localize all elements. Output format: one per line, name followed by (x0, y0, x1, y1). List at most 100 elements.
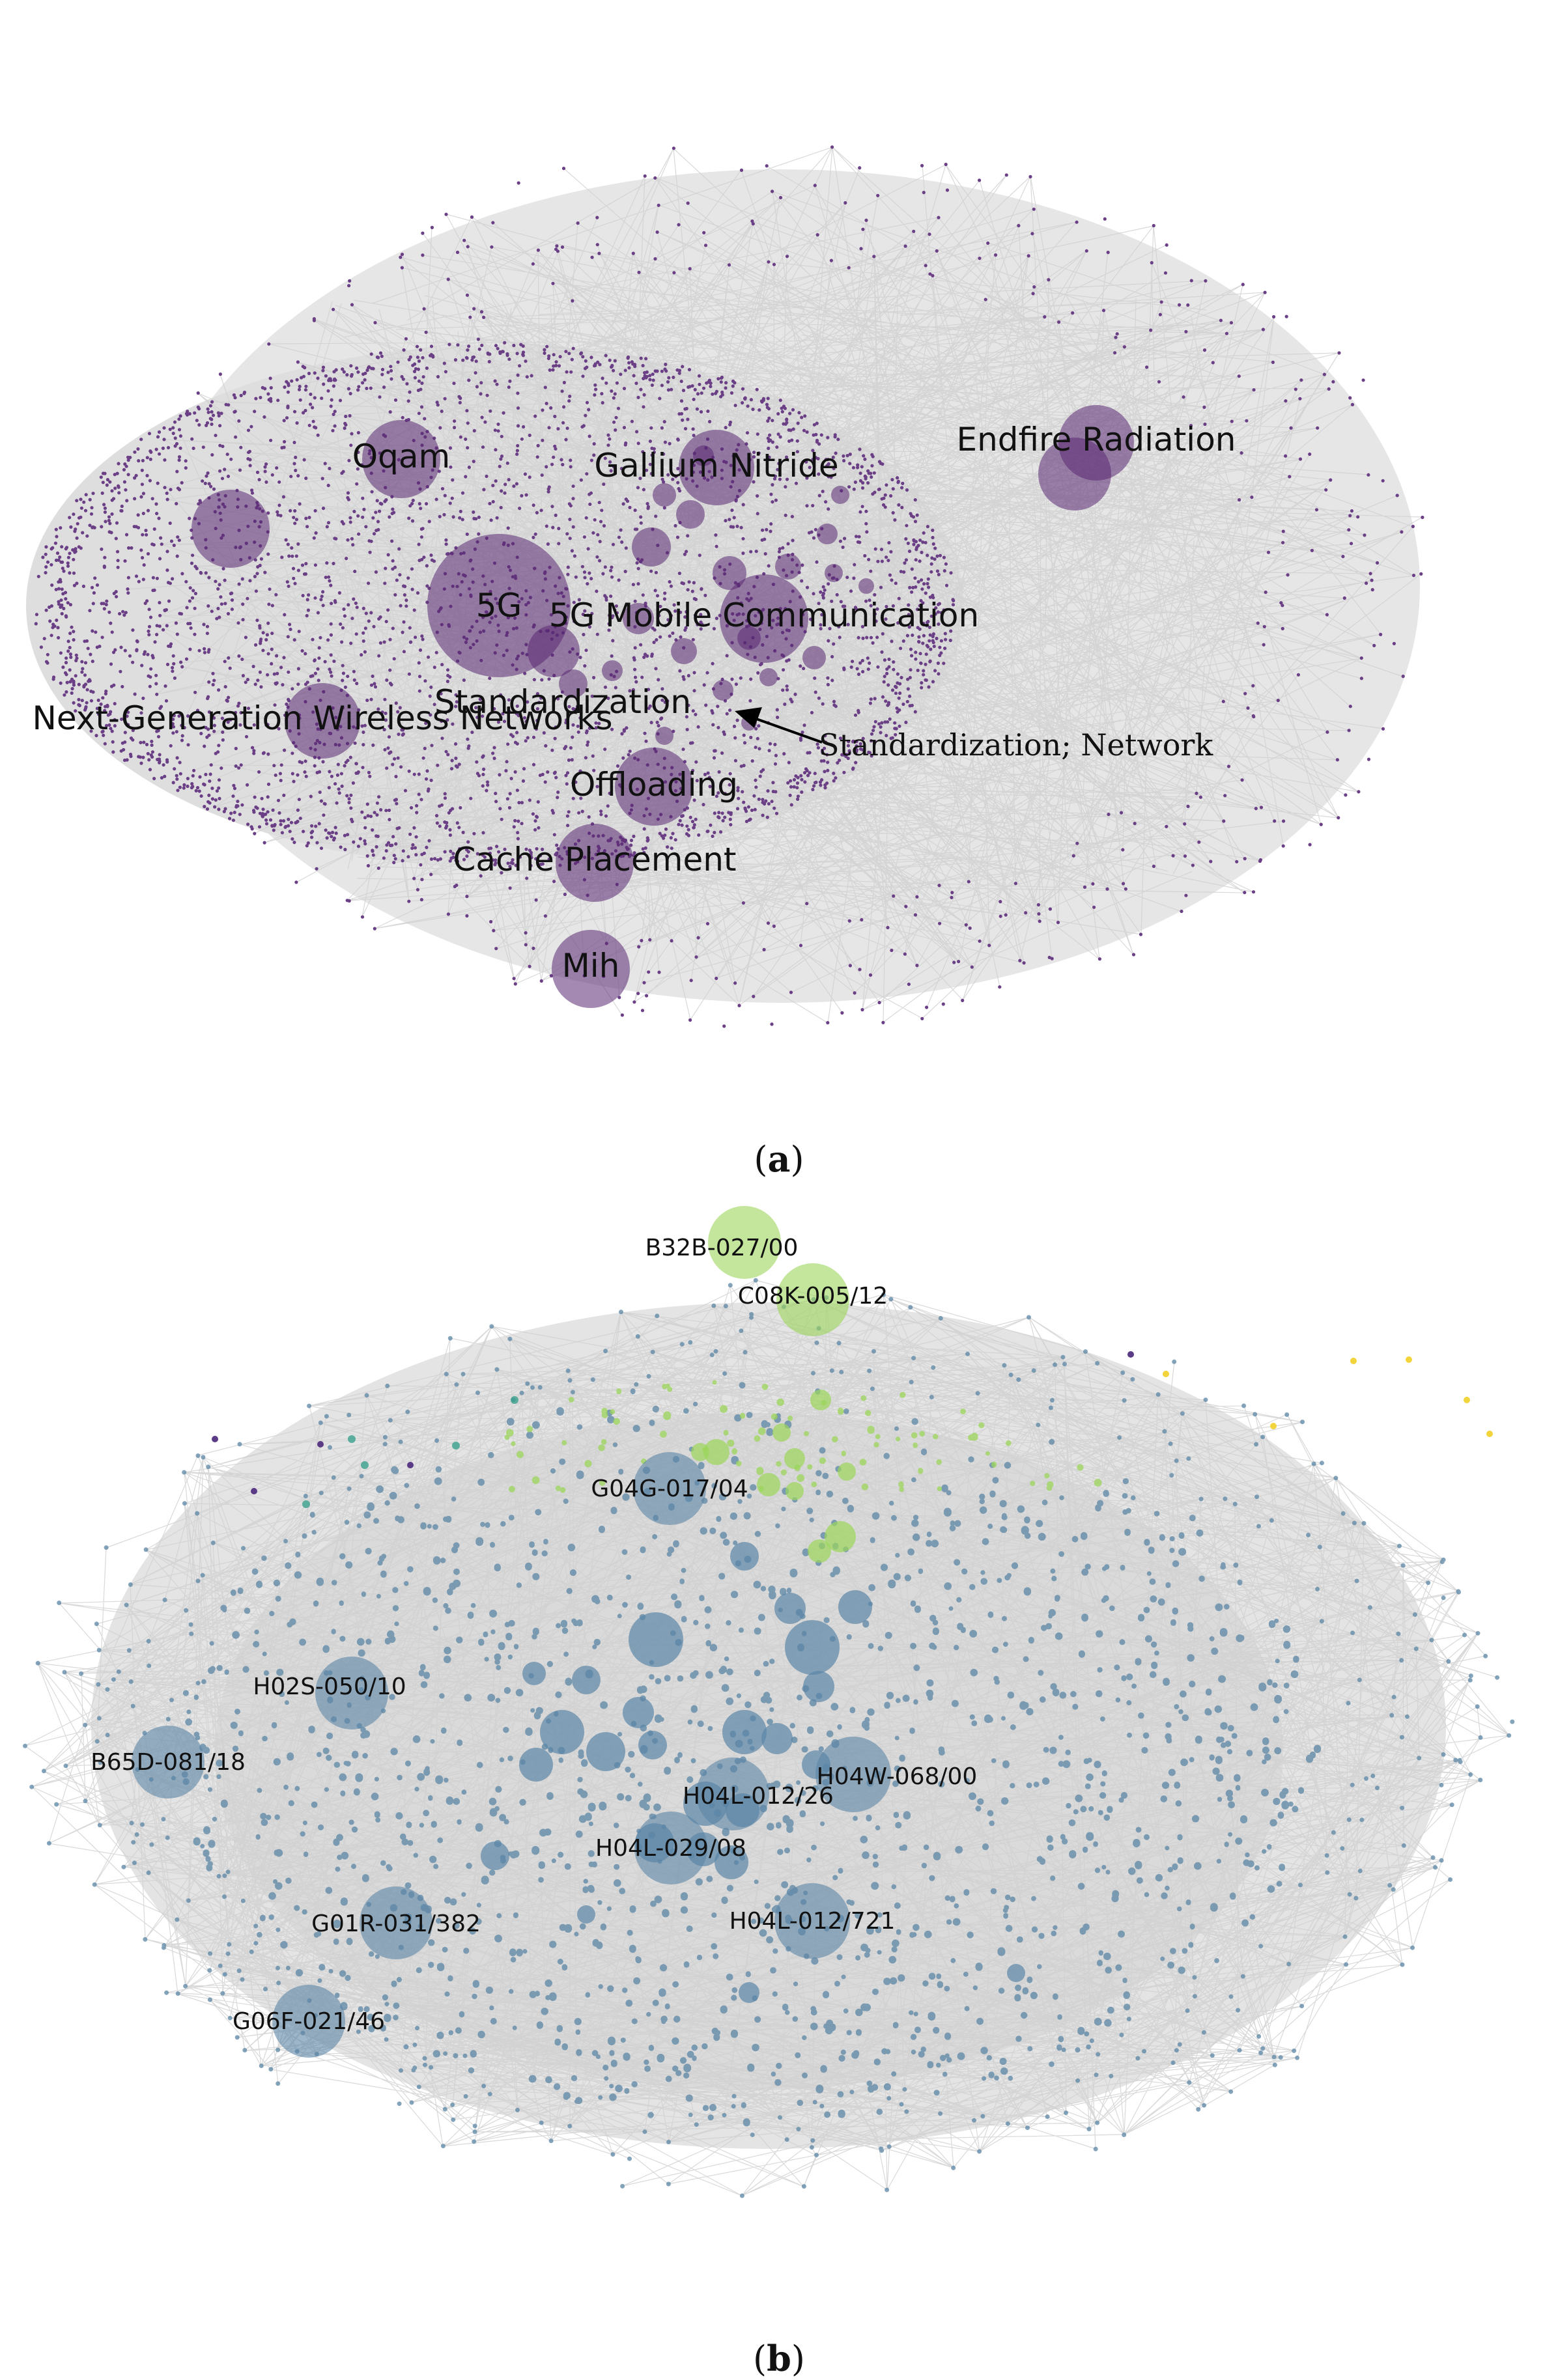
node-purple (212, 1436, 218, 1442)
hub-node-large (774, 1883, 850, 1959)
hub-node (629, 1612, 683, 1667)
hub-node (825, 564, 843, 582)
hub-nodes-layer-b (132, 1206, 1025, 2058)
hub-label-g01r-031-382: G01R-031/382 (311, 1911, 481, 1937)
annotation-arrow (735, 707, 823, 744)
hub-node (623, 603, 654, 634)
hub-label-g06f-021-46: G06F-021/46 (233, 2008, 385, 2035)
hub-node (653, 483, 676, 507)
hub-node (285, 683, 360, 759)
hub-label-cache-placement: Cache Placement (453, 841, 736, 878)
hub-label-h04l-012-721: H04L-012/721 (729, 1908, 896, 1935)
hub-label-b32b-027-00: B32B-027/00 (645, 1235, 799, 1261)
caption-b-letter: b (767, 2338, 791, 2379)
hub-node-large (633, 1452, 706, 1525)
hub-node (757, 1473, 780, 1496)
hub-node-large (132, 1726, 205, 1799)
hub-node (679, 430, 754, 505)
caption-a: (a) (754, 1138, 804, 1180)
node-purple (317, 1441, 324, 1448)
node-purple (251, 1488, 257, 1494)
node-yellow (1406, 1356, 1412, 1363)
hub-label-next-generation-wireless-networks: Next-Generation Wireless Networks (32, 699, 612, 737)
nodes-layer-b (23, 1278, 1515, 2198)
hub-node (586, 1732, 625, 1771)
hub-label-h04w-068-00: H04W-068/00 (817, 1763, 978, 1790)
node-yellow (1464, 1397, 1470, 1403)
node-yellow (1163, 1371, 1169, 1377)
hub-node (1007, 1964, 1025, 1982)
hub-node (632, 527, 671, 567)
hub-node (623, 1697, 654, 1728)
hub-node (772, 1423, 791, 1442)
hub-label-c08k-005-12: C08K-005/12 (738, 1283, 888, 1309)
hub-node (858, 578, 874, 594)
hub-label-h02s-050-10: H02S-050/10 (253, 1673, 406, 1700)
network-graph-a-canvas: Oqam Gallium Nitride Endfire Radiation 5… (26, 145, 1424, 1028)
hub-label-gallium-nitride: Gallium Nitride (594, 447, 838, 484)
annotation-standardization-network: Standardization; Network (819, 727, 1213, 763)
hub-node (703, 1439, 729, 1465)
hub-node-large (272, 1985, 345, 2058)
hub-node (519, 1748, 553, 1782)
hub-node (715, 1845, 748, 1879)
hub-node (808, 1539, 831, 1563)
hub-node (761, 1723, 793, 1754)
hub-node (720, 574, 808, 663)
hub-node (522, 1662, 546, 1685)
hub-node-large (634, 1812, 707, 1884)
hub-labels-layer-a: Oqam Gallium Nitride Endfire Radiation 5… (32, 421, 1236, 985)
hub-node (602, 660, 623, 681)
hub-node-large (708, 1206, 781, 1279)
network-graph-a: Oqam Gallium Nitride Endfire Radiation 5… (0, 0, 1558, 1068)
hub-label-g04g-017-04: G04G-017/04 (591, 1476, 748, 1502)
hub-node (838, 1590, 872, 1624)
hub-node (825, 1521, 856, 1552)
hub-node (572, 1666, 601, 1694)
node-teal (302, 1500, 310, 1508)
hub-node (739, 1982, 759, 2003)
node-purple (407, 1462, 414, 1468)
node-yellow (1350, 1358, 1357, 1364)
hub-node (556, 824, 634, 902)
hub-node (655, 727, 673, 745)
hub-node (362, 420, 440, 498)
hub-label-endfire-radiation: Endfire Radiation (957, 421, 1236, 458)
hub-label-h04l-012-26: H04L-012/26 (683, 1783, 834, 1810)
node-teal (361, 1461, 369, 1469)
hub-label-mih: Mih (562, 947, 620, 985)
hub-label-offloading: Offloading (570, 766, 738, 804)
caption-b: (b) (753, 2338, 805, 2379)
hub-node (759, 668, 778, 686)
network-graph-b: B32B-027/00 C08K-005/12 G04G-017/04 H02S… (0, 1166, 1558, 2273)
hub-node (528, 625, 580, 677)
hub-node (722, 1710, 767, 1754)
node-purple (1127, 1351, 1134, 1358)
hub-label-h04l-029-08: H04L-029/08 (595, 1835, 746, 1862)
hub-node (802, 646, 826, 669)
hub-node (191, 490, 270, 568)
hub-node (552, 930, 630, 1008)
node-yellow (1270, 1423, 1277, 1429)
hub-label-oqam: Oqam (352, 438, 450, 475)
hub-label-b65d-081-18: B65D-081/18 (91, 1749, 246, 1776)
hub-node (638, 1731, 667, 1759)
hub-label-5g: 5G (476, 587, 522, 624)
hub-node (810, 1390, 831, 1410)
hub-node (785, 1620, 840, 1675)
caption-a-letter: a (767, 1138, 791, 1180)
hub-node (838, 1463, 856, 1481)
hub-node (713, 680, 733, 701)
hub-node-large (696, 1757, 769, 1830)
hub-node (577, 1905, 595, 1924)
node-yellow (1486, 1431, 1493, 1437)
hub-node (559, 669, 588, 698)
hub-node (691, 1443, 709, 1461)
hub-label-5g-mobile-communication: 5G Mobile Communication (549, 596, 979, 634)
hub-node (481, 1841, 509, 1870)
hub-node (540, 1710, 584, 1754)
network-graph-b-canvas: B32B-027/00 C08K-005/12 G04G-017/04 H02S… (23, 1206, 1515, 2198)
hub-node (1038, 438, 1111, 511)
hub-node (730, 1542, 759, 1571)
hub-node (784, 1448, 805, 1469)
